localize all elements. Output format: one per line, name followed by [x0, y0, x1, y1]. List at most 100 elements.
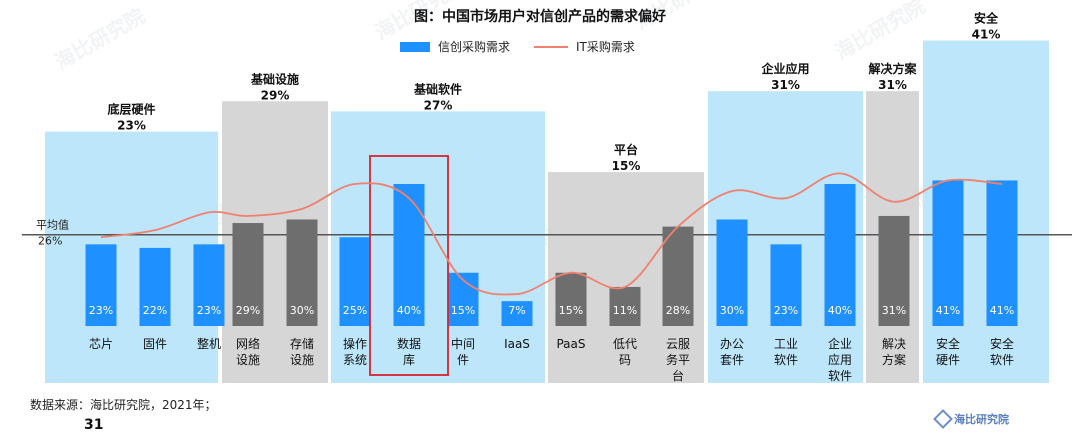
group-name-label: 解决方案 [868, 61, 917, 76]
category-label: 中间 [451, 336, 475, 351]
category-label: 库 [403, 352, 415, 367]
page-number: 31 [84, 417, 104, 433]
bar [193, 244, 225, 326]
average-label: 平均值 [36, 219, 69, 232]
category-label: 软件 [990, 353, 1014, 367]
series-line [100, 172, 1003, 296]
brand-logo: 海比研究院 [933, 409, 1009, 429]
bar [501, 301, 533, 326]
bar [555, 272, 587, 326]
bar-value-label: 28% [666, 304, 690, 317]
group-name-label: 安全 [974, 11, 999, 26]
bar-value-label: 25% [343, 304, 367, 317]
category-label: 芯片 [89, 337, 113, 351]
average-value-label: 26% [38, 235, 62, 248]
group-value-label: 27% [424, 98, 453, 112]
group-name-label: 基础设施 [250, 71, 299, 86]
category-label: 设施 [236, 353, 260, 367]
category-label: IaaS [504, 337, 530, 351]
group-name-label: 基础软件 [413, 81, 462, 96]
bar-value-label: 22% [143, 304, 167, 317]
group-value-label: 29% [261, 88, 290, 102]
category-label: 网络 [236, 336, 260, 351]
bar [447, 272, 479, 326]
category-label: 方案 [882, 352, 906, 367]
group-value-label: 31% [878, 78, 907, 92]
logo-text: 海比研究院 [954, 413, 1009, 426]
bar-value-label: 23% [774, 304, 798, 317]
highlight-box [369, 155, 449, 376]
bar-value-label: 29% [236, 304, 260, 317]
bar [339, 237, 371, 326]
bar-value-label: 41% [936, 304, 960, 317]
bar-value-label: 11% [613, 304, 637, 317]
category-label: 软件 [828, 369, 852, 383]
bar [232, 223, 264, 326]
source-note: 数据来源：海比研究院，2021年； [30, 398, 217, 412]
bar [770, 244, 802, 326]
category-label: 存储 [290, 336, 314, 351]
bar-value-label: 7% [508, 304, 525, 317]
category-label: 办公 [720, 336, 744, 351]
category-label: 软件 [774, 353, 798, 367]
bar [609, 286, 641, 326]
legend-swatch-line [534, 45, 569, 48]
category-label: 系统 [343, 353, 367, 367]
category-label: 解决 [882, 337, 906, 351]
watermark-text: 海比研究院 [831, 0, 930, 64]
watermark-text: 海比研究院 [371, 0, 470, 44]
category-label: 设施 [290, 353, 314, 367]
legend-label-line: IT采购需求 [576, 40, 635, 54]
category-label: 安全 [990, 336, 1014, 351]
group-value-label: 15% [612, 159, 641, 173]
bar [932, 180, 964, 326]
bar-value-label: 30% [290, 304, 314, 317]
category-label: 固件 [143, 337, 167, 351]
watermark-text: 海比研究院 [631, 0, 730, 34]
group-name-label: 底层硬件 [107, 102, 155, 117]
bar [286, 219, 318, 326]
bar-value-label: 23% [89, 304, 113, 317]
category-label: 数据 [397, 336, 421, 351]
legend-label-bar: 信创采购需求 [438, 40, 511, 54]
category-label: 安全 [936, 336, 960, 351]
bar [824, 184, 856, 326]
bar [85, 244, 117, 326]
bar-value-label: 41% [990, 304, 1014, 317]
group-value-label: 23% [117, 119, 146, 133]
category-label: 硬件 [936, 353, 960, 367]
bar [139, 247, 171, 326]
bar [662, 226, 694, 326]
category-label: 套件 [720, 353, 744, 367]
category-label: 整机 [197, 336, 221, 351]
category-label: 低代 [613, 337, 637, 351]
category-label: 件 [457, 353, 469, 367]
group-value-label: 31% [771, 78, 800, 92]
legend-swatch-bar [400, 41, 430, 52]
category-label: 企业 [828, 336, 852, 351]
group-panel [45, 131, 218, 383]
group-value-label: 41% [972, 28, 1001, 42]
bar-value-label: 40% [397, 304, 421, 317]
category-label: 云服 [666, 337, 690, 351]
bar-value-label: 15% [559, 304, 583, 317]
category-label: 务平 [666, 352, 690, 367]
category-label: 码 [619, 353, 631, 367]
bar-value-label: 30% [720, 304, 744, 317]
bar-value-label: 40% [828, 304, 852, 317]
legend: 信创采购需求 IT采购需求 [400, 38, 635, 55]
bar-value-label: 15% [451, 304, 475, 317]
bar [716, 219, 748, 326]
category-label: 操作 [343, 336, 367, 351]
group-name-label: 平台 [614, 142, 638, 157]
bar-value-label: 31% [882, 304, 906, 317]
bar-value-label: 23% [197, 304, 221, 317]
watermark-text: 海比研究院 [51, 4, 150, 75]
category-label: PaaS [556, 337, 585, 351]
category-label: 应用 [828, 352, 852, 367]
category-label: 工业 [774, 337, 798, 351]
bar [878, 215, 910, 326]
bar [986, 180, 1018, 326]
